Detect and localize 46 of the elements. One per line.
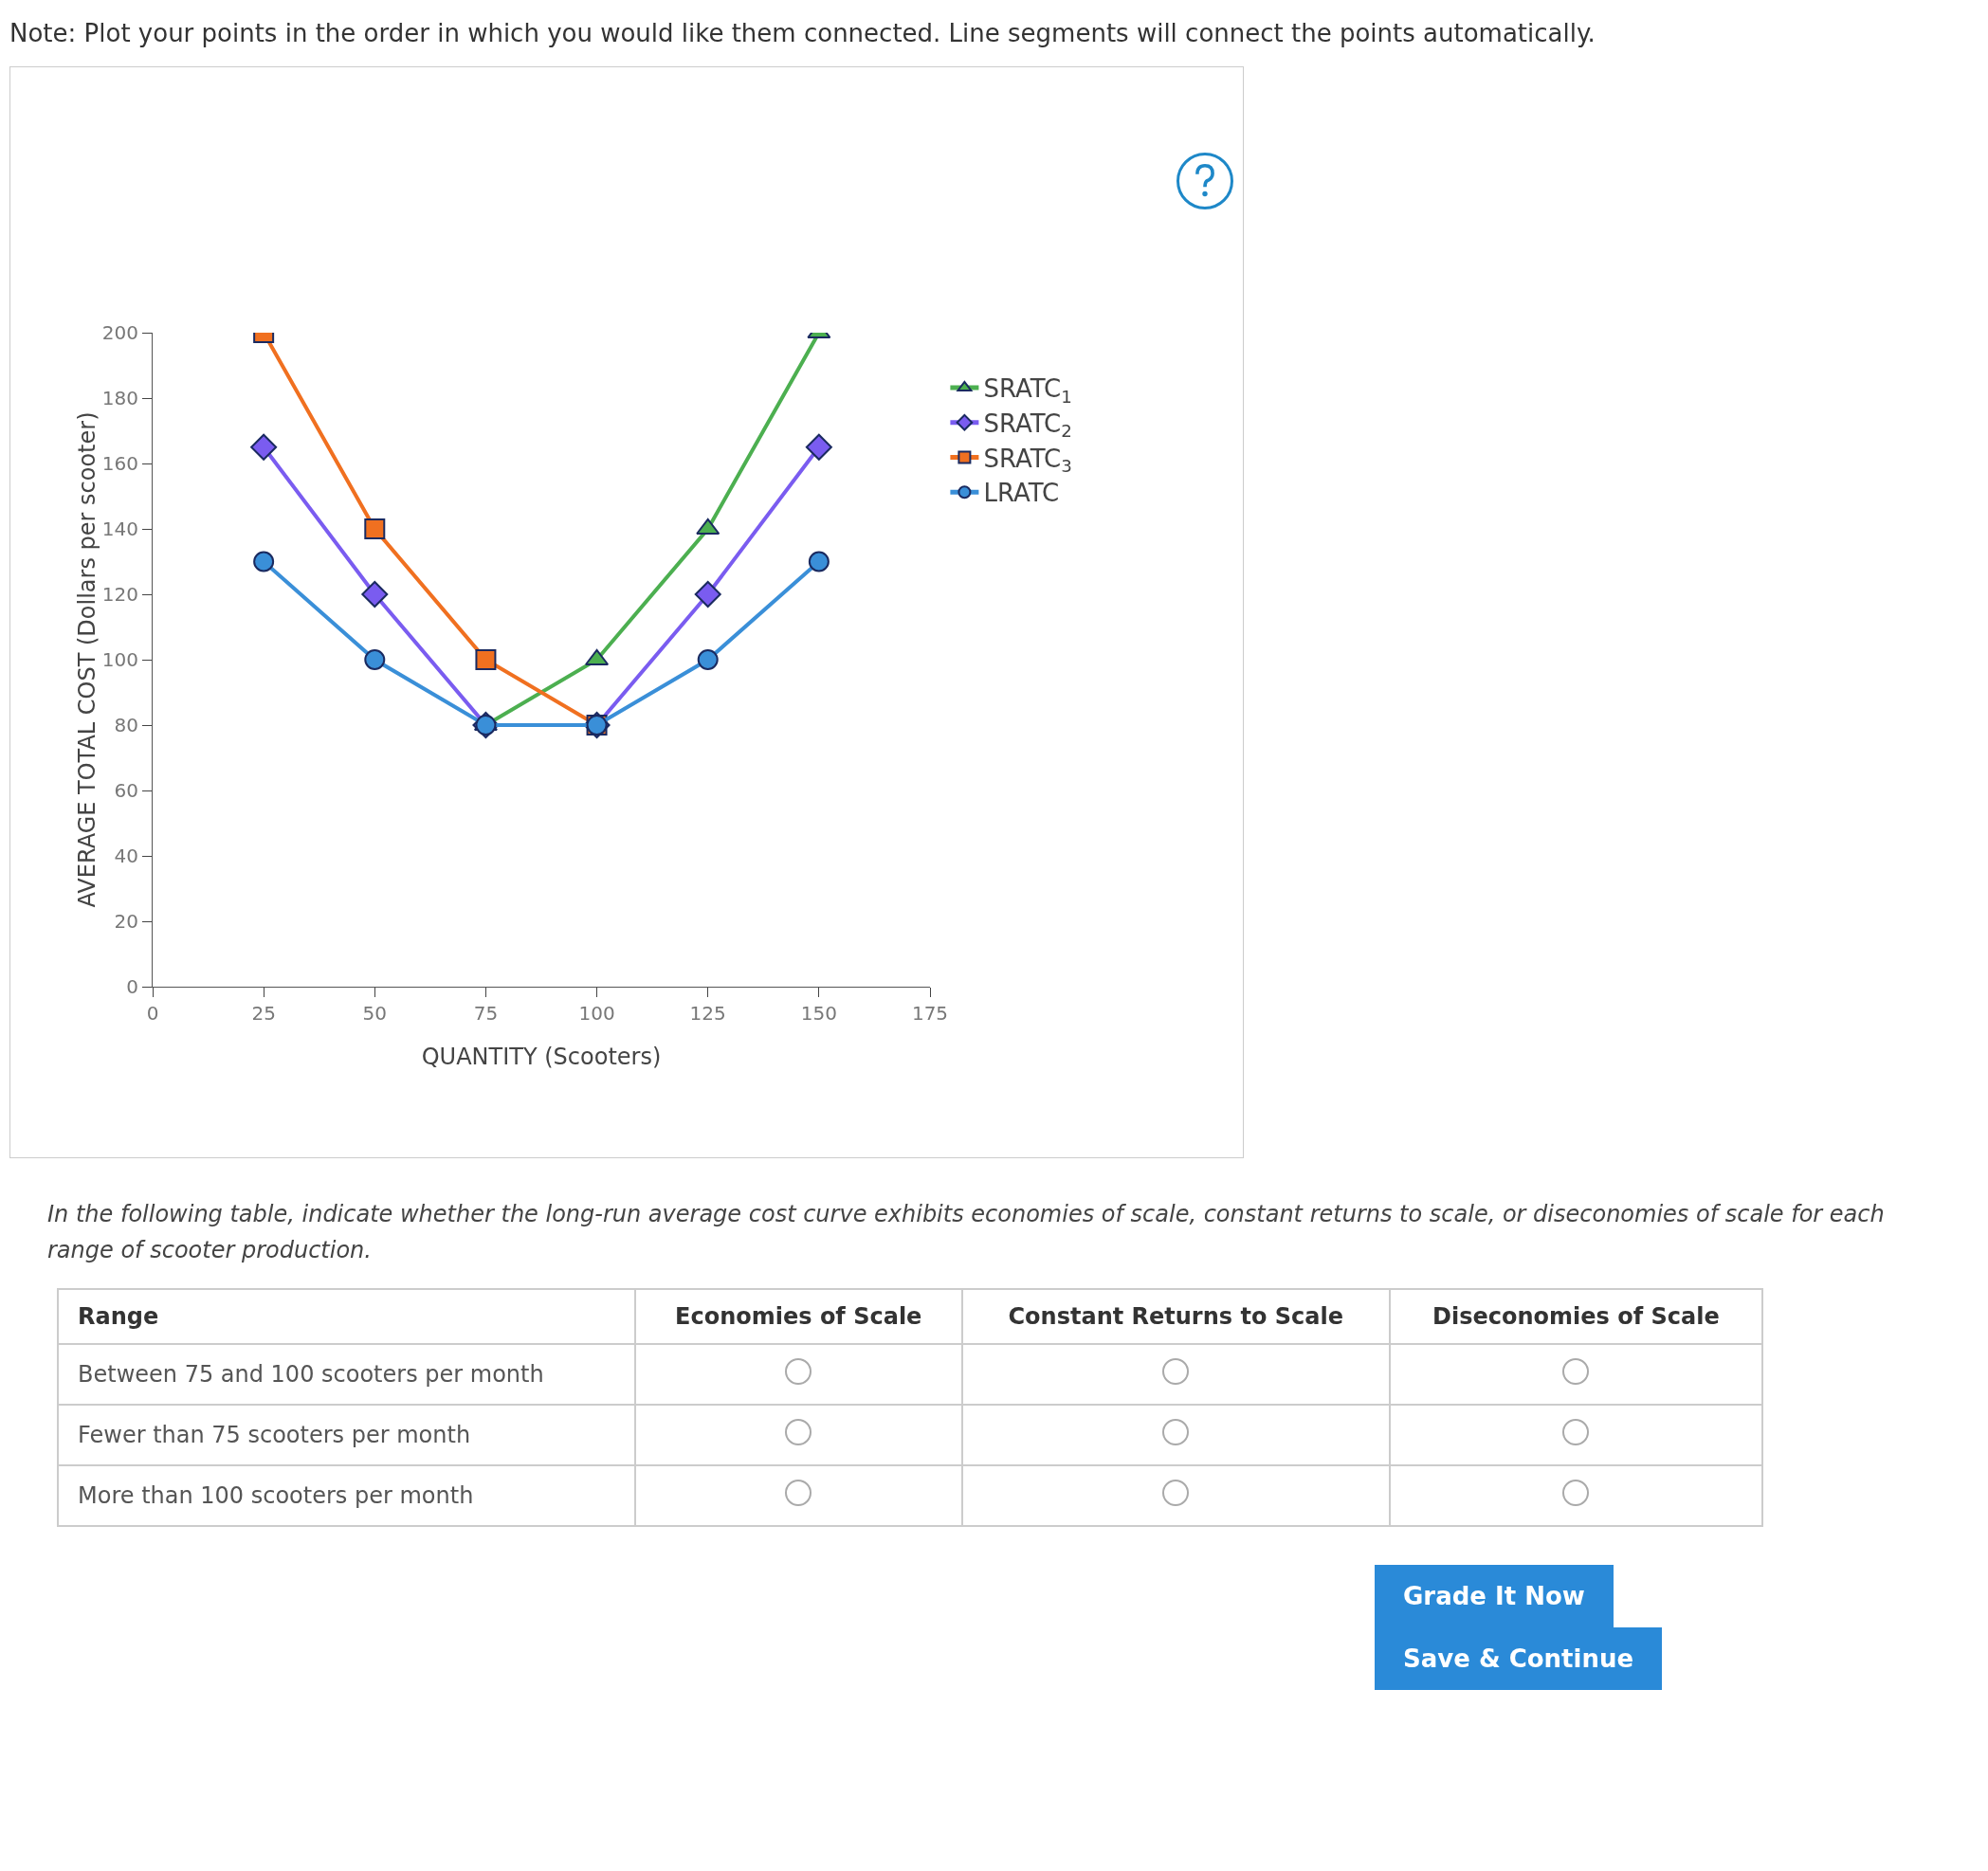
text: Range [58,1288,635,1344]
text: Economies of Scale [634,1288,962,1344]
y-tick-label: 40 [114,845,138,867]
text: More than 100 scooters per month [58,1464,635,1526]
legend-label: SRATC$_{2}$ [983,409,1072,442]
point [364,518,386,539]
point [808,551,830,572]
text: In the following table, indicate whether the long-run average cost curve exhibits economies of scale, constant returns to scale, or diseconomies of scale for each range of scooter production. [47,1200,1886,1266]
text: Grade It Now [1375,1564,1614,1627]
point [697,649,719,670]
y-tick-label: 180 [101,387,138,409]
y-tick-label: 80 [114,714,138,736]
y-tick-label: 60 [114,779,138,802]
legend-label: LRATC [983,479,1060,508]
x-tick-label: 0 [146,1002,159,1025]
text: Fewer than 75 scooters per month [58,1404,635,1465]
y-tick-label: 0 [126,975,138,998]
x-tick-label: 175 [911,1002,949,1025]
text: Between 75 and 100 scooters per month [58,1343,635,1405]
x-tick-label: 125 [689,1002,726,1025]
legend-label: SRATC$_{1}$ [983,374,1072,407]
x-tick-label: 25 [251,1002,276,1025]
x-tick-label: 50 [362,1002,388,1025]
text: Diseconomies of Scale [1389,1288,1762,1344]
y-tick-label: 100 [101,648,138,671]
y-tick-label: 160 [101,452,138,475]
point [694,581,721,608]
legend-label: SRATC$_{3}$ [983,444,1072,477]
text: Constant Returns to Scale [961,1288,1390,1344]
text: Save & Continue [1375,1626,1663,1690]
point [364,649,386,670]
point [805,433,832,461]
chart-title: Note: Plot your points in the order in which you would like them connected. Line segments will connect the points automatically. [9,18,1596,49]
point [253,551,275,572]
y-axis-title: AVERAGE TOTAL COST (Dollars per scooter) [73,411,100,908]
point [250,433,278,461]
point [361,581,389,608]
x-tick-label: 75 [473,1002,499,1025]
y-tick-label: 140 [101,518,138,540]
y-tick-label: 20 [114,910,138,933]
x-tick-label: 150 [800,1002,837,1025]
y-tick-label: 200 [101,321,138,344]
x-axis-title: QUANTITY (Scooters) [421,1044,662,1070]
y-tick-label: 120 [101,583,138,606]
point [475,649,497,670]
x-tick-label: 100 [578,1002,615,1025]
